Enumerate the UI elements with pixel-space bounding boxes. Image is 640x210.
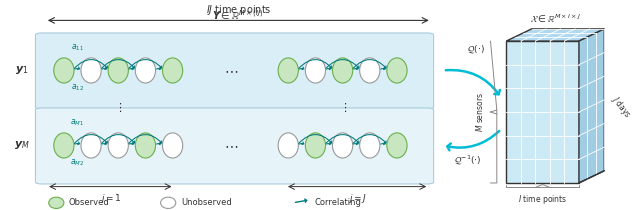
Ellipse shape: [135, 58, 156, 83]
FancyBboxPatch shape: [35, 33, 434, 109]
Ellipse shape: [163, 133, 182, 158]
Ellipse shape: [163, 58, 182, 83]
Text: Observed: Observed: [69, 198, 109, 207]
Ellipse shape: [161, 197, 176, 209]
Text: $\mathcal{Q}(\cdot)$: $\mathcal{Q}(\cdot)$: [467, 43, 485, 55]
Text: $a_{M2}$: $a_{M2}$: [70, 157, 84, 168]
Ellipse shape: [278, 58, 298, 83]
Text: $\boldsymbol{y}_M$: $\boldsymbol{y}_M$: [13, 139, 29, 151]
Ellipse shape: [333, 58, 353, 83]
Ellipse shape: [278, 133, 298, 158]
Text: Unobserved: Unobserved: [181, 198, 232, 207]
Text: $j=J$: $j=J$: [348, 192, 367, 205]
Text: $M$ sensors: $M$ sensors: [474, 92, 484, 132]
Ellipse shape: [305, 133, 326, 158]
Text: $IJ$ time points: $IJ$ time points: [205, 3, 271, 17]
Text: $\mathcal{X} \in \mathbb{R}^{M \times I \times J}$: $\mathcal{X} \in \mathbb{R}^{M \times I …: [530, 12, 580, 24]
Text: $\mathcal{Q}^{-1}(\cdot)$: $\mathcal{Q}^{-1}(\cdot)$: [454, 154, 482, 167]
Text: $\boldsymbol{Y} \in \mathbb{R}^{M \times (IJ)}$: $\boldsymbol{Y} \in \mathbb{R}^{M \times…: [212, 9, 264, 22]
Ellipse shape: [108, 133, 129, 158]
Ellipse shape: [108, 58, 129, 83]
Polygon shape: [579, 29, 604, 183]
Polygon shape: [506, 29, 604, 41]
Text: $I$ time points: $I$ time points: [518, 193, 567, 206]
FancyBboxPatch shape: [35, 108, 434, 184]
Polygon shape: [506, 41, 579, 183]
Text: $a_{M1}$: $a_{M1}$: [70, 117, 84, 128]
Ellipse shape: [49, 197, 64, 209]
Text: $a_{11}$: $a_{11}$: [70, 42, 84, 53]
Text: $\cdots$: $\cdots$: [224, 63, 239, 77]
Ellipse shape: [333, 133, 353, 158]
Text: $\vdots$: $\vdots$: [339, 101, 347, 114]
Ellipse shape: [81, 133, 101, 158]
Ellipse shape: [54, 58, 74, 83]
Ellipse shape: [387, 133, 407, 158]
Text: $J$ days: $J$ days: [608, 93, 634, 121]
Text: $a_{12}$: $a_{12}$: [70, 82, 84, 93]
Ellipse shape: [360, 133, 380, 158]
Text: $\boldsymbol{y}_1$: $\boldsymbol{y}_1$: [15, 64, 28, 76]
Text: $\vdots$: $\vdots$: [114, 101, 122, 114]
Ellipse shape: [81, 58, 101, 83]
Ellipse shape: [305, 58, 326, 83]
Ellipse shape: [387, 58, 407, 83]
Ellipse shape: [54, 133, 74, 158]
Text: $\cdots$: $\cdots$: [224, 138, 239, 152]
Ellipse shape: [360, 58, 380, 83]
Text: Correlating: Correlating: [315, 198, 362, 207]
Text: $j=1$: $j=1$: [100, 192, 121, 205]
Ellipse shape: [135, 133, 156, 158]
